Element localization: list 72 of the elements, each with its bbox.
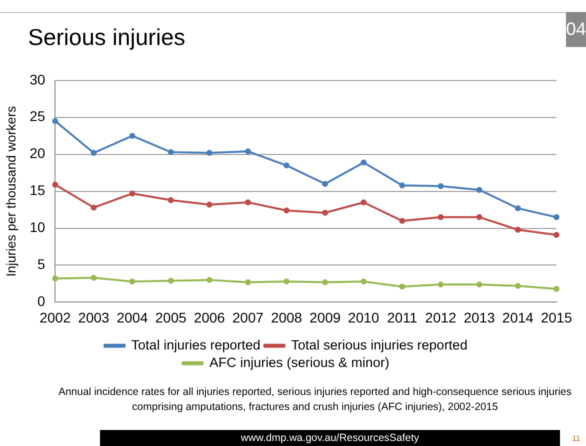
point [206, 202, 212, 208]
text: 04 [566, 12, 586, 47]
point [90, 274, 97, 281]
point [476, 186, 482, 193]
point [322, 210, 328, 216]
x-tick-label: 2012 [425, 309, 457, 326]
point [514, 282, 521, 289]
y-tick-label: 10 [30, 219, 46, 236]
point [553, 232, 560, 238]
x-tick-label: 2008 [270, 309, 302, 326]
x-tick-label: 2004 [116, 309, 148, 326]
x-tick-label: 2007 [232, 309, 264, 326]
point [52, 118, 58, 124]
point [90, 204, 97, 211]
x-tick-label: 2002 [40, 309, 71, 326]
point [52, 182, 58, 188]
point [322, 180, 328, 187]
x-tick-label: 2014 [502, 309, 534, 326]
text: Annual incidence rates for all injuries reported, serious injuries reported and high-consequence serious injuries comprising amputations, fractures and crush injuries (AFC injuries), 2002-2015 [57, 385, 573, 415]
y-tick-label: 30 [30, 71, 46, 88]
point [168, 149, 174, 156]
point [399, 182, 406, 188]
point [553, 286, 560, 292]
x-tick-label: 2010 [348, 309, 380, 326]
point [360, 159, 367, 166]
point [168, 197, 174, 204]
x-tick-label: 2003 [78, 309, 110, 326]
point [399, 284, 406, 290]
x-tick-label: 2006 [194, 309, 226, 326]
y-axis-title: Injuries per thousand workers [3, 106, 18, 277]
text: www.dmp.wa.gov.au/ResourcesSafety [100, 430, 560, 446]
point [322, 279, 328, 286]
point [284, 162, 290, 168]
point [514, 205, 521, 212]
point [244, 279, 251, 286]
chart-title: Serious injuries [28, 24, 186, 51]
text: 11 [572, 434, 580, 443]
y-tick-label: 20 [30, 145, 46, 162]
x-tick-label: 2013 [464, 309, 496, 326]
y-tick-label: 0 [37, 293, 46, 310]
y-tick-label: 15 [30, 182, 46, 198]
point [284, 278, 290, 284]
x-tick-label: 2015 [540, 309, 572, 326]
y-tick-label: 25 [30, 108, 46, 124]
point [129, 132, 136, 139]
point [438, 281, 444, 288]
legend-label: Total serious injuries reported [291, 337, 468, 352]
point [399, 218, 406, 224]
x-tick-label: 2011 [387, 309, 418, 326]
point [244, 199, 251, 206]
point [360, 199, 367, 206]
x-tick-label: 2009 [310, 309, 341, 326]
point [90, 150, 97, 156]
point [438, 214, 444, 220]
point [438, 183, 444, 190]
legend-label: Total injuries reported [131, 337, 260, 352]
point [168, 278, 174, 284]
point [52, 276, 58, 282]
point [206, 277, 212, 284]
legend-label: AFC injuries (serious & minor) [209, 354, 390, 370]
point [284, 208, 290, 214]
x-tick-label: 2005 [155, 309, 187, 326]
point [206, 150, 212, 156]
point [553, 214, 560, 220]
point [514, 226, 521, 233]
point [129, 278, 136, 284]
point [129, 190, 136, 197]
point [360, 278, 367, 284]
point [476, 214, 482, 220]
point [476, 281, 482, 288]
point [244, 148, 251, 154]
y-tick-label: 5 [37, 256, 46, 272]
